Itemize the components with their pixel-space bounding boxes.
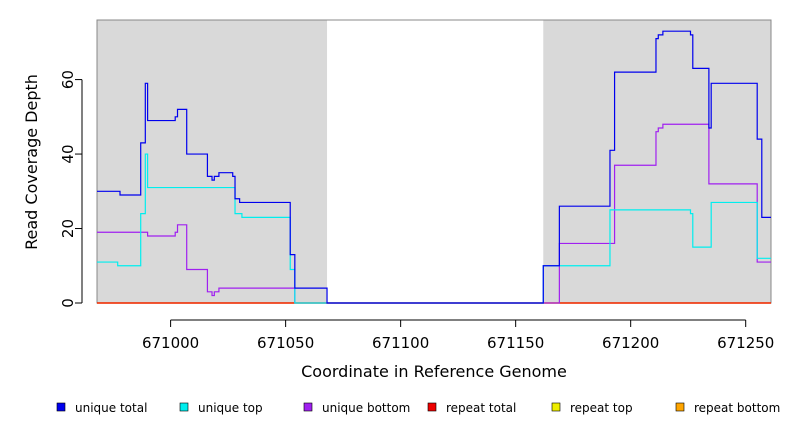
x-tick-label: 671000 bbox=[142, 334, 199, 352]
series-line-unique-total bbox=[97, 30, 771, 304]
legend-label: unique bottom bbox=[322, 401, 410, 415]
x-axis-title: Coordinate in Reference Genome bbox=[301, 362, 567, 381]
x-tick-label: 671200 bbox=[602, 334, 659, 352]
legend-item-unique-total: unique total bbox=[56, 401, 147, 415]
legend-swatch bbox=[427, 402, 437, 412]
x-tick-label: 671250 bbox=[717, 334, 774, 352]
legend-label: repeat bottom bbox=[694, 401, 780, 415]
legend-item-repeat-top: repeat top bbox=[551, 401, 633, 415]
series-lines bbox=[97, 30, 771, 304]
y-axis-title: Read Coverage Depth bbox=[22, 74, 41, 250]
legend-swatch bbox=[56, 402, 66, 412]
legend-item-unique-bottom: unique bottom bbox=[303, 401, 410, 415]
x-tick-label: 671100 bbox=[372, 334, 429, 352]
legend-label: unique total bbox=[75, 401, 147, 415]
legend-swatch bbox=[551, 402, 561, 412]
shaded-region-2 bbox=[543, 20, 771, 303]
legend-label: unique top bbox=[198, 401, 263, 415]
shaded-regions bbox=[97, 20, 771, 303]
legend: unique total unique top unique bottom repea… bbox=[56, 401, 780, 415]
y-tick-label: 0 bbox=[59, 298, 77, 308]
legend-label: repeat top bbox=[570, 401, 633, 415]
series-line-unique-top bbox=[97, 153, 771, 304]
legend-item-repeat-total: repeat total bbox=[427, 401, 516, 415]
legend-item-unique-top: unique top bbox=[179, 401, 263, 415]
legend-swatch bbox=[675, 402, 685, 412]
y-axis-ticks: 0 20 40 60 bbox=[59, 70, 82, 308]
y-tick-label: 40 bbox=[59, 145, 77, 164]
legend-swatch bbox=[179, 402, 189, 412]
shaded-region-1 bbox=[97, 20, 328, 303]
x-tick-label: 671150 bbox=[487, 334, 544, 352]
x-axis-ticks: 671000 671050 671100 671150 671200 671250 bbox=[142, 320, 774, 352]
legend-swatch bbox=[303, 402, 313, 412]
x-tick-label: 671050 bbox=[257, 334, 314, 352]
y-tick-label: 60 bbox=[59, 70, 77, 89]
legend-label: repeat total bbox=[446, 401, 516, 415]
legend-item-repeat-bottom: repeat bottom bbox=[675, 401, 780, 415]
series-line-unique-bottom bbox=[97, 123, 771, 304]
y-tick-label: 20 bbox=[59, 219, 77, 238]
